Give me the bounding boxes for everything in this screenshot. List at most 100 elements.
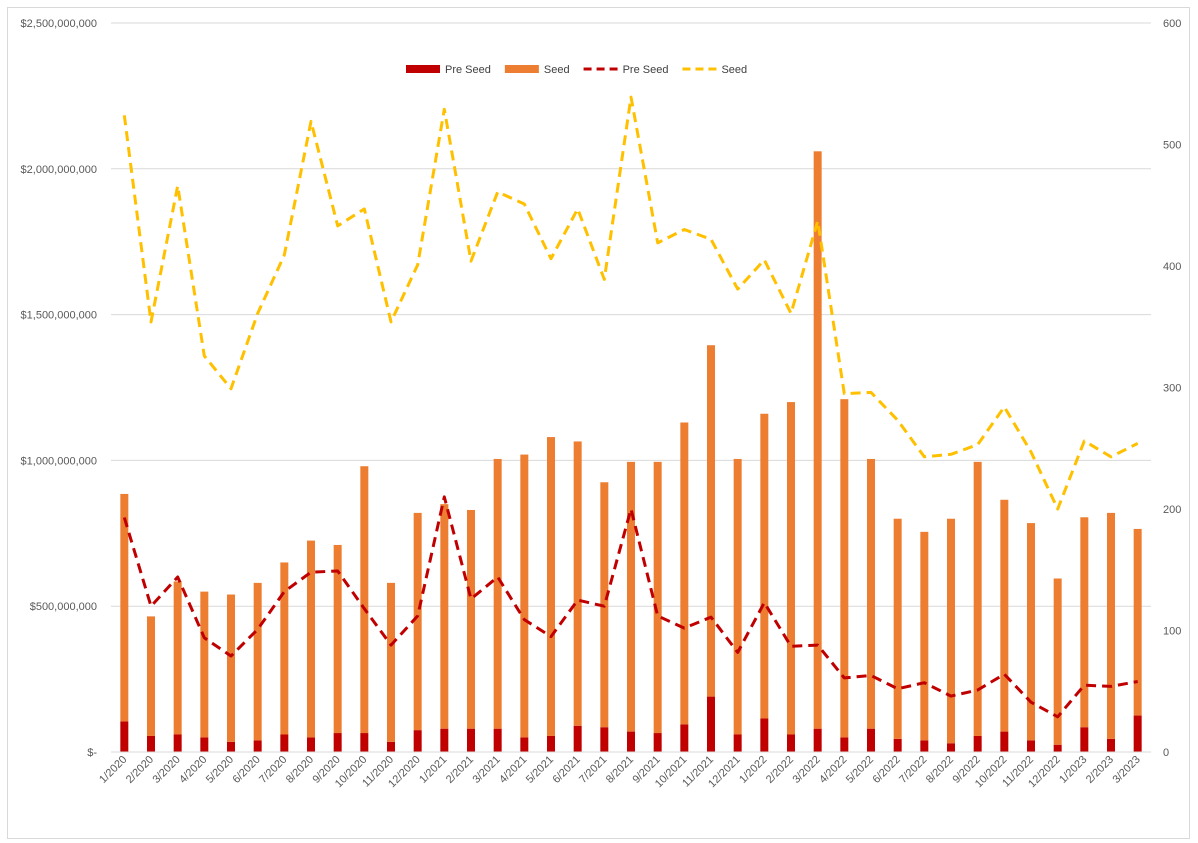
bar-seed: [707, 345, 715, 697]
x-tick-label: 4/2020: [177, 754, 209, 786]
bar-seed: [813, 151, 822, 729]
legend-swatch: [406, 65, 440, 73]
x-tick-label: 8/2020: [284, 754, 316, 786]
bar-seed: [440, 504, 449, 729]
bar-pre-seed: [227, 741, 235, 752]
bar-seed: [333, 544, 342, 734]
x-tick-label: 7/2021: [577, 754, 609, 786]
bar-seed: [893, 518, 902, 739]
x-tick-label: 7/2022: [897, 754, 929, 786]
x-tick-label: 2/2022: [764, 754, 796, 786]
bar-seed: [1053, 578, 1062, 745]
bar-pre-seed: [120, 721, 129, 752]
x-tick-label: 3/2021: [471, 754, 503, 786]
bar-pre-seed: [627, 731, 635, 752]
bar-seed: [1133, 528, 1142, 716]
bar-pre-seed: [600, 727, 609, 752]
bar-pre-seed: [440, 728, 449, 752]
y-left-tick-label: $-: [87, 747, 97, 759]
bar-seed: [1080, 517, 1089, 728]
y-left-tick-label: $500,000,000: [30, 601, 97, 613]
bar-seed: [173, 581, 182, 735]
bar-seed: [307, 540, 315, 738]
bar-seed: [973, 461, 982, 736]
bar-seed: [360, 466, 369, 734]
bar-pre-seed: [893, 738, 902, 752]
bar-seed: [227, 594, 235, 742]
bar-pre-seed: [200, 737, 209, 752]
x-tick-label: 3/2022: [791, 754, 823, 786]
bar-pre-seed: [547, 735, 555, 752]
bar-pre-seed: [1000, 731, 1009, 752]
x-tick-label: 4/2022: [817, 754, 849, 786]
bar-pre-seed: [387, 741, 395, 752]
y-left-tick-label: $2,500,000,000: [21, 18, 97, 30]
bar-pre-seed: [920, 740, 929, 752]
x-tick-label: 3/2020: [151, 754, 183, 786]
x-tick-label: 2/2021: [444, 754, 476, 786]
bar-seed: [467, 509, 475, 729]
bars: [120, 151, 1142, 752]
bar-seed: [627, 461, 635, 732]
bar-seed: [253, 582, 262, 741]
bar-seed: [573, 441, 582, 726]
legend-label: Pre Seed: [445, 64, 491, 76]
x-tick-label: 1/2020: [97, 754, 129, 786]
bar-pre-seed: [867, 728, 875, 752]
bar-pre-seed: [520, 737, 529, 752]
bar-pre-seed: [947, 743, 955, 752]
bar-pre-seed: [680, 724, 689, 752]
bar-seed: [413, 512, 422, 731]
bar-seed: [1107, 512, 1115, 739]
bar-pre-seed: [493, 728, 502, 752]
bar-seed: [493, 458, 502, 729]
y-right-tick-label: 600: [1163, 18, 1181, 30]
bar-pre-seed: [840, 737, 849, 752]
bar-pre-seed: [813, 728, 822, 752]
y-right-tick-label: 100: [1163, 626, 1181, 638]
bar-pre-seed: [147, 735, 155, 752]
bar-pre-seed: [1080, 727, 1089, 752]
y-right-tick-label: 200: [1163, 504, 1181, 516]
bar-seed: [840, 399, 849, 738]
x-tick-label: 8/2021: [604, 754, 636, 786]
bar-pre-seed: [307, 737, 315, 752]
y-right-tick-label: 0: [1163, 747, 1169, 759]
bar-seed: [760, 413, 769, 719]
x-tick-label: 2/2023: [1084, 754, 1116, 786]
bar-seed: [120, 493, 129, 722]
legend-swatch: [504, 65, 539, 73]
legend-label: Seed: [721, 64, 747, 76]
x-tick-label: 6/2020: [231, 754, 263, 786]
bar-seed: [1027, 523, 1035, 741]
y-right-tick-label: 500: [1163, 140, 1181, 152]
x-tick-label: 7/2020: [257, 754, 289, 786]
bar-pre-seed: [1027, 740, 1035, 752]
bar-pre-seed: [360, 733, 369, 752]
bar-pre-seed: [173, 734, 182, 752]
bar-pre-seed: [573, 725, 582, 752]
bar-seed: [787, 402, 795, 735]
bar-seed: [947, 518, 955, 744]
legend: Pre Seed Seed Pre Seed Seed: [406, 64, 747, 76]
bar-pre-seed: [1053, 744, 1062, 752]
x-tick-label: 6/2022: [871, 754, 903, 786]
x-tick-label: 5/2020: [204, 754, 236, 786]
line-pre-seed: [122, 495, 1138, 719]
legend-label: Pre Seed: [623, 64, 669, 76]
x-tick-label: 2/2020: [124, 754, 156, 786]
bar-pre-seed: [253, 740, 262, 752]
x-tick-label: 5/2022: [844, 754, 876, 786]
y-right-tick-label: 400: [1163, 261, 1181, 273]
bar-pre-seed: [787, 734, 795, 752]
bar-pre-seed: [707, 696, 715, 752]
left-axis-ticks: $- $500,000,000 $1,000,000,000 $1,500,000,0…: [21, 18, 98, 759]
bar-seed: [387, 582, 395, 742]
line-seed: [122, 95, 1139, 511]
bar-pre-seed: [973, 735, 982, 752]
x-tick-label: 8/2022: [924, 754, 956, 786]
y-right-tick-label: 300: [1163, 383, 1181, 395]
bar-seed: [653, 461, 662, 734]
bar-pre-seed: [333, 733, 342, 752]
